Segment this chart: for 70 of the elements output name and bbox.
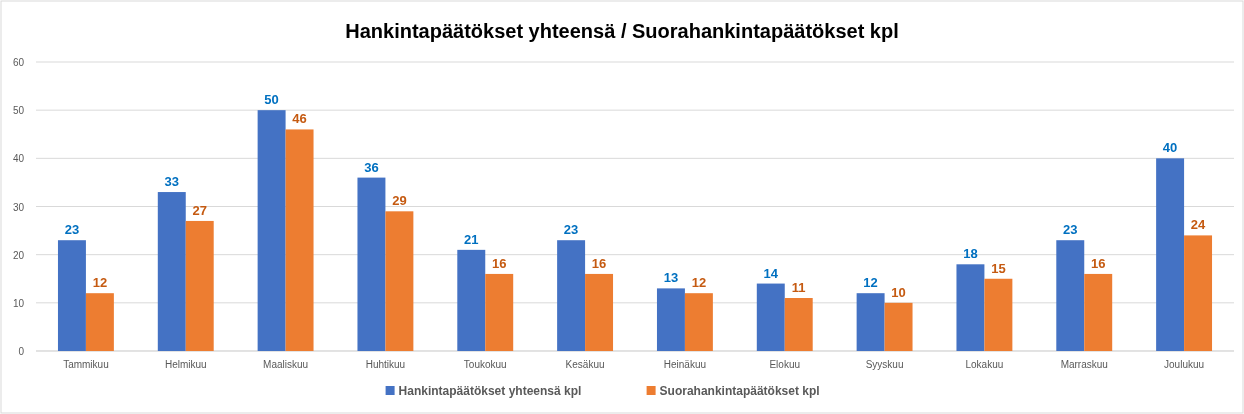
data-label: 29 <box>392 193 407 209</box>
data-label: 33 <box>164 174 180 190</box>
bar <box>457 249 486 351</box>
x-tick-label: Tammikuu <box>63 359 109 370</box>
bar <box>485 273 514 351</box>
bar <box>585 273 614 351</box>
legend-label: Suorahankintapäätökset kpl <box>659 383 820 398</box>
data-label: 14 <box>763 265 779 281</box>
data-label: 15 <box>991 260 1006 276</box>
data-label: 23 <box>563 222 579 238</box>
bar <box>357 177 386 351</box>
y-tick-label: 20 <box>12 249 25 261</box>
bar <box>57 240 86 351</box>
data-label: 40 <box>1162 140 1178 156</box>
bar <box>1084 273 1113 351</box>
bar <box>1184 235 1213 351</box>
data-label: 16 <box>591 255 607 271</box>
data-label: 12 <box>92 275 108 291</box>
bar <box>185 220 214 351</box>
x-tick-label: Toukokuu <box>463 359 507 370</box>
bar <box>884 302 913 351</box>
data-label: 11 <box>791 280 806 296</box>
data-label: 16 <box>1090 255 1106 271</box>
bar <box>684 293 713 351</box>
x-tick-label: Kesäkuu <box>565 359 605 370</box>
bar <box>1156 158 1185 351</box>
bar <box>157 192 186 351</box>
bar <box>285 129 314 351</box>
y-tick-label: 50 <box>12 105 25 117</box>
data-label: 16 <box>491 255 507 271</box>
bar <box>756 283 785 351</box>
bar <box>784 298 813 351</box>
y-tick-label: 60 <box>12 57 25 68</box>
data-label: 23 <box>64 222 80 238</box>
x-tick-label: Syyskuu <box>865 359 904 370</box>
x-tick-label: Elokuu <box>769 359 801 370</box>
data-label: 23 <box>1063 222 1078 238</box>
data-label: 18 <box>963 246 978 262</box>
legend-label: Hankintapäätökset yhteensä kpl <box>398 383 582 398</box>
x-tick-label: Joulukuu <box>1164 359 1205 370</box>
y-tick-label: 10 <box>12 297 25 309</box>
data-label: 10 <box>891 284 906 300</box>
bar <box>1056 240 1085 351</box>
data-label: 36 <box>364 159 379 175</box>
x-tick-label: Maaliskuu <box>263 359 309 370</box>
data-label: 12 <box>691 275 707 291</box>
x-tick-label: Heinäkuu <box>663 359 707 370</box>
x-tick-label: Huhtikuu <box>365 359 406 370</box>
y-tick-label: 30 <box>12 201 25 213</box>
data-label: 46 <box>292 111 307 127</box>
y-tick-label: 0 <box>18 346 25 357</box>
bar <box>856 293 885 351</box>
data-label: 24 <box>1190 217 1207 233</box>
bar <box>984 278 1013 351</box>
bar <box>85 293 114 351</box>
y-tick-label: 40 <box>12 153 25 165</box>
data-label: 13 <box>663 270 679 286</box>
bar <box>956 264 985 351</box>
bar <box>257 110 286 351</box>
bar <box>385 211 414 351</box>
x-tick-label: Lokakuu <box>965 359 1004 370</box>
data-label: 12 <box>863 275 878 291</box>
chart-title: Hankintapäätökset yhteensä / Suorahankintapäätökset kpl <box>345 20 899 42</box>
bar <box>557 240 586 351</box>
data-label: 50 <box>264 92 279 108</box>
x-tick-label: Helmikuu <box>164 359 207 370</box>
data-label: 27 <box>192 202 207 218</box>
bar <box>656 288 685 351</box>
data-label: 21 <box>464 231 479 247</box>
x-tick-label: Marraskuu <box>1060 359 1108 370</box>
